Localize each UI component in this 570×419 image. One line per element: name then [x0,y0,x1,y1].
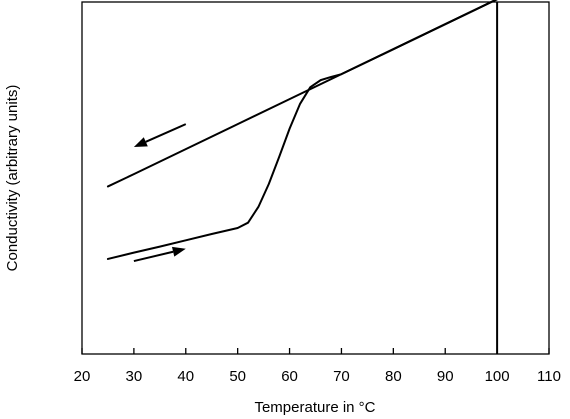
x-tick-label-50: 50 [229,368,246,385]
arrow-shaft-cooling [145,123,187,143]
x-tick-label-40: 40 [177,368,194,385]
x-tick-label-20: 20 [74,368,91,385]
x-tick-label-90: 90 [437,368,454,385]
arrow-shaft-heating [133,250,174,263]
x-tick-label-100: 100 [485,368,510,385]
x-tick-label-30: 30 [126,368,143,385]
plot-area-frame [81,1,550,355]
x-tick-label-110: 110 [537,368,561,385]
x-tick-label-80: 80 [385,368,402,385]
arrow-head-cooling [133,137,148,148]
arrow-layer [133,123,187,263]
x-axis-ticks [81,348,550,354]
series-line-cooling [106,0,498,188]
x-tick-label-60: 60 [281,368,298,385]
x-tick-label-70: 70 [333,368,350,385]
series-line-heating [106,0,498,260]
x-axis-title: Temperature in °C [254,399,375,416]
series-layer [106,0,498,260]
x-axis-tick-labels: 20 30 40 50 60 70 80 90 100 110 [74,368,561,385]
arrow-head-heating [171,246,186,257]
y-axis-title: Conductivity (arbitrary units) [4,85,21,272]
